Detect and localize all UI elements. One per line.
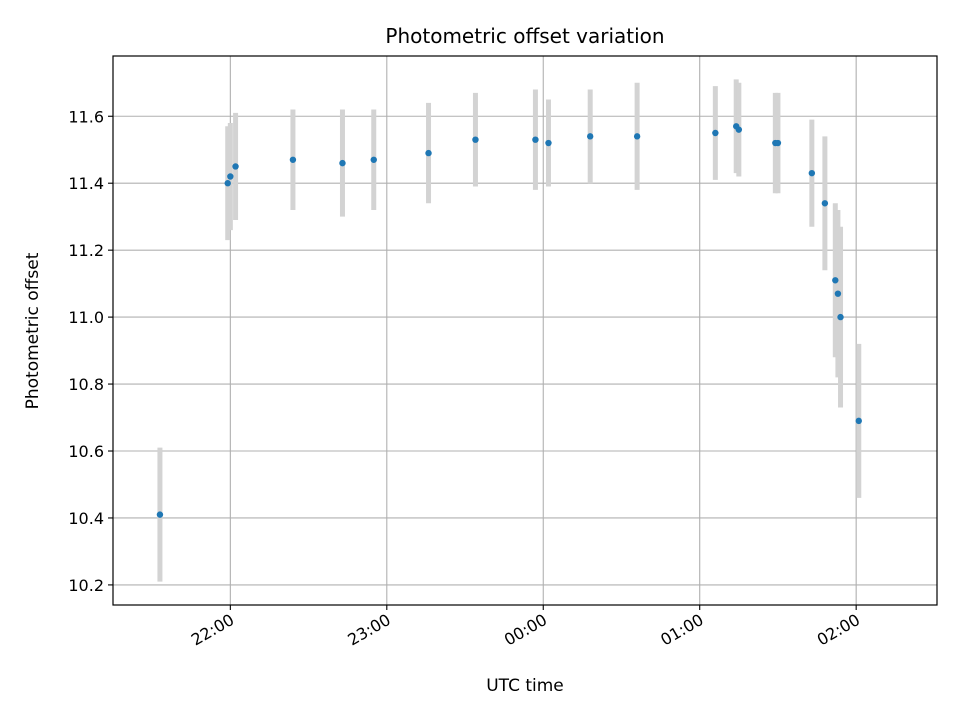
data-point <box>289 156 297 163</box>
y-tick-label: 11.6 <box>68 107 104 126</box>
grid <box>113 56 937 605</box>
x-tick-label: 00:00 <box>501 610 550 650</box>
data-point <box>774 139 782 147</box>
y-tick-label: 10.2 <box>68 576 104 595</box>
data-point <box>370 156 377 163</box>
y-tick-label: 10.8 <box>68 375 104 394</box>
data-point <box>855 417 862 425</box>
x-axis: 22:00 23:00 00:00 01:00 02:00 <box>188 605 863 650</box>
data-point <box>712 129 719 137</box>
y-axis: 10.2 10.4 10.6 10.8 11.0 11.2 11.4 11.6 <box>68 107 113 595</box>
x-axis-label: UTC time <box>486 676 564 696</box>
data-point <box>156 511 164 518</box>
data-point <box>808 169 816 177</box>
data-point <box>837 313 844 321</box>
x-tick-label: 22:00 <box>188 610 237 650</box>
chart-title: Photometric offset variation <box>385 24 664 48</box>
data-point <box>224 180 231 187</box>
data-point <box>425 149 432 157</box>
y-tick-label: 11.2 <box>68 241 104 260</box>
data-point <box>832 277 839 284</box>
data-points <box>156 123 862 518</box>
data-point <box>586 133 594 140</box>
x-tick-label: 23:00 <box>344 610 393 650</box>
y-tick-label: 11.0 <box>68 308 104 327</box>
y-axis-label: Photometric offset <box>23 252 43 409</box>
y-tick-label: 10.6 <box>68 442 104 461</box>
y-tick-label: 11.4 <box>68 174 104 193</box>
data-point <box>735 126 743 133</box>
error-bars <box>157 79 862 582</box>
data-point <box>633 133 641 140</box>
data-point <box>339 159 346 167</box>
y-tick-label: 10.4 <box>68 509 104 528</box>
data-point <box>232 163 239 170</box>
plot-frame <box>112 55 938 606</box>
data-point <box>821 200 829 207</box>
data-point <box>545 139 552 147</box>
data-point <box>532 136 539 143</box>
data-point <box>227 173 234 180</box>
data-point <box>472 136 479 143</box>
data-point <box>834 290 842 297</box>
x-tick-label: 02:00 <box>814 610 863 650</box>
x-tick-label: 01:00 <box>657 610 706 650</box>
